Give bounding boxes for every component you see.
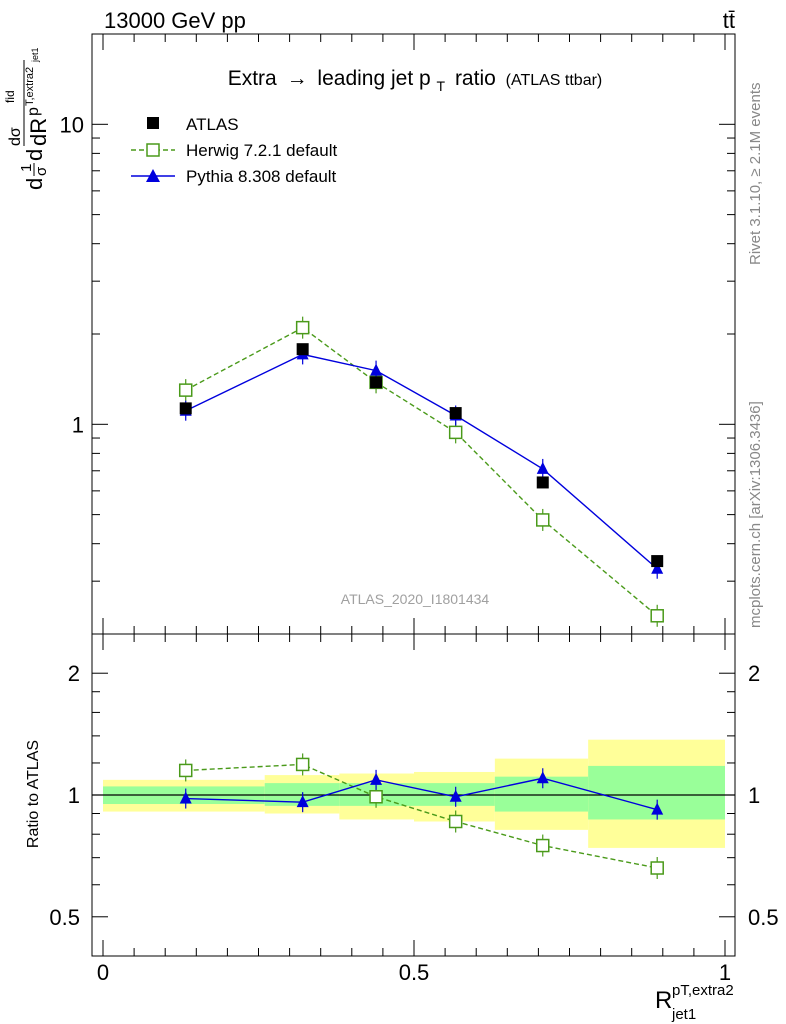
main-herwig-point bbox=[295, 320, 310, 335]
legend: ATLAS Herwig 7.2.1 default Pythia 8.308 … bbox=[131, 115, 337, 186]
svg-text:1: 1 bbox=[18, 164, 35, 172]
analysis-watermark: ATLAS_2020_I1801434 bbox=[341, 591, 490, 607]
main-herwig-point bbox=[178, 383, 193, 397]
main-pythia-point bbox=[536, 461, 549, 474]
legend-pythia-label: Pythia 8.308 default bbox=[186, 167, 337, 186]
main-herwig-point bbox=[536, 513, 550, 527]
legend-atlas-label: ATLAS bbox=[186, 115, 239, 134]
main-atlas-point bbox=[179, 402, 192, 415]
x-tick-label: 0.5 bbox=[399, 960, 430, 985]
header-energy-label: 13000 GeV pp bbox=[104, 8, 246, 33]
ratio-frame bbox=[91, 633, 736, 957]
ratio-y-tick-label-right: 0.5 bbox=[748, 905, 779, 930]
main-atlas-point bbox=[370, 376, 383, 389]
ratio-y-tick-label-right: 1 bbox=[748, 783, 760, 808]
legend-pythia-marker bbox=[146, 169, 160, 182]
main-atlas-point bbox=[296, 343, 309, 356]
main-atlas-point bbox=[651, 555, 664, 568]
main-pythia-point bbox=[651, 561, 664, 574]
legend-atlas-marker bbox=[147, 117, 159, 129]
svg-text:σ: σ bbox=[33, 166, 50, 176]
svg-text:p: p bbox=[25, 107, 42, 116]
ratio-pythia-point bbox=[651, 802, 664, 815]
ratio-series bbox=[178, 753, 664, 880]
main-herwig-point bbox=[650, 609, 664, 623]
ratio-pythia-point bbox=[179, 791, 192, 804]
main-series bbox=[178, 316, 664, 627]
main-pythia-line bbox=[185, 353, 658, 570]
x-tick-label: 0 bbox=[97, 960, 109, 985]
header-process-label: tt̄ bbox=[723, 8, 735, 33]
ratio-herwig-point bbox=[650, 861, 664, 875]
ratio-y-tick-label-left: 2 bbox=[68, 661, 80, 686]
svg-text:dR: dR bbox=[26, 118, 51, 146]
ratio-pythia-point bbox=[296, 795, 309, 808]
main-panel: 1 10 Extra → leading jet p T ratio (ATLAS… bbox=[3, 33, 736, 635]
plot-title: Extra → leading jet p T ratio (ATLAS ttb… bbox=[228, 67, 603, 96]
ratio-uncertainty-bands bbox=[92, 739, 735, 848]
ratio-y-axis-label: Ratio to ATLAS bbox=[25, 740, 42, 848]
main-herwig-line bbox=[185, 326, 658, 617]
main-axis-ticks: 1 10 bbox=[60, 33, 735, 635]
side-label-rivet: Rivet 3.1.10, ≥ 2.1M events bbox=[747, 83, 764, 266]
main-atlas-point bbox=[449, 407, 462, 420]
svg-text:d: d bbox=[22, 149, 47, 161]
ratio-herwig-point bbox=[536, 838, 550, 853]
main-y-tick-label: 1 bbox=[72, 412, 84, 437]
svg-text:R: R bbox=[655, 987, 672, 1014]
svg-text:fid: fid bbox=[3, 90, 17, 103]
side-label-mcplots: mcplots.cern.ch [arXiv:1306.3436] bbox=[747, 401, 764, 628]
ratio-herwig-point bbox=[295, 757, 310, 772]
x-tick-label: 1 bbox=[719, 960, 731, 985]
svg-text:dσ: dσ bbox=[7, 127, 24, 146]
svg-text:d: d bbox=[22, 178, 47, 190]
main-herwig-point bbox=[448, 425, 463, 440]
svg-text:jet1: jet1 bbox=[30, 47, 40, 63]
ratio-y-tick-label-left: 1 bbox=[68, 783, 80, 808]
main-pythia-point bbox=[370, 363, 383, 376]
x-axis-label: R pT,extra2 jet1 bbox=[655, 982, 734, 1023]
ratio-herwig-point bbox=[178, 763, 193, 778]
ratio-y-tick-label-left: 0.5 bbox=[49, 905, 80, 930]
ratio-pythia-point bbox=[536, 771, 549, 784]
legend-herwig-label: Herwig 7.2.1 default bbox=[186, 141, 337, 160]
svg-text:jet1: jet1 bbox=[671, 1006, 696, 1023]
ratio-y-tick-label-right: 2 bbox=[748, 661, 760, 686]
svg-text:pT,extra2: pT,extra2 bbox=[672, 982, 734, 999]
main-atlas-point bbox=[536, 476, 549, 489]
ratio-herwig-point bbox=[369, 790, 383, 804]
svg-text:T,extra2: T,extra2 bbox=[24, 67, 36, 106]
main-y-axis-label: d 1 σ d dσ fid p T,extra2 jet1 dR bbox=[3, 47, 51, 190]
ratio-axis-ticks: 0.5 0.5 1 1 2 2 0 0.5 1 bbox=[49, 634, 779, 985]
ratio-panel: 0.5 0.5 1 1 2 2 0 0.5 1 Ratio to ATLAS bbox=[25, 633, 779, 985]
ratio-pythia-line bbox=[185, 777, 658, 811]
ratio-herwig-line bbox=[185, 763, 658, 869]
main-y-tick-label: 10 bbox=[60, 112, 84, 137]
ratio-pythia-point bbox=[370, 772, 383, 785]
legend-herwig-marker bbox=[146, 143, 160, 157]
ratio-pythia-point bbox=[449, 789, 462, 802]
ratio-herwig-point bbox=[448, 814, 463, 829]
